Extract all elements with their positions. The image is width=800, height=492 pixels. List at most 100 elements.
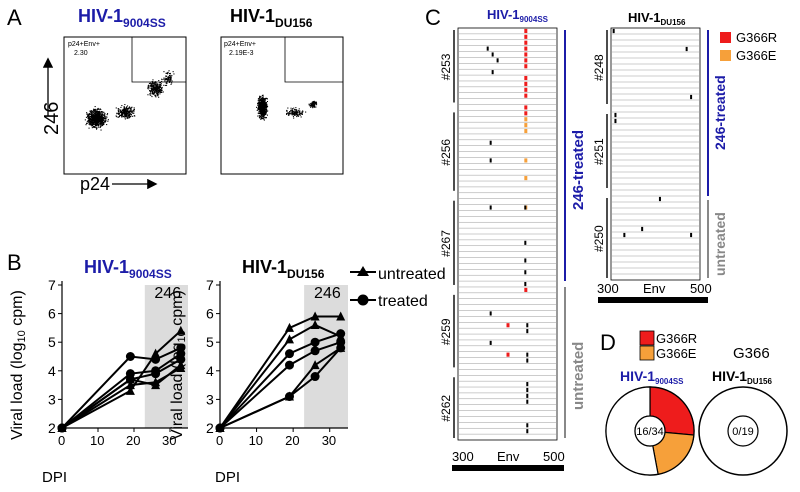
flow-dot	[292, 108, 294, 110]
flow-dot	[312, 103, 314, 105]
flow-dot	[126, 106, 128, 108]
flow-dot	[126, 116, 128, 118]
flow-dot	[91, 111, 93, 113]
animal-id: #251	[592, 138, 606, 165]
flow-dot	[313, 106, 315, 108]
mutation-mark	[526, 352, 529, 357]
flow-dot	[96, 120, 98, 122]
flow-dot	[312, 107, 314, 109]
flow-dot	[99, 120, 101, 122]
flow-dot	[117, 108, 119, 110]
flow-dot	[262, 100, 264, 102]
flow-dot	[313, 102, 315, 104]
flow-dot	[153, 93, 155, 95]
flow-dot	[291, 112, 293, 114]
flow-dot	[147, 85, 149, 87]
flow-dot	[121, 110, 123, 112]
flow-dot	[130, 109, 132, 111]
flow-dot	[97, 123, 99, 125]
series-line-treated	[219, 347, 342, 429]
flow-dot	[298, 111, 300, 113]
flow-dot	[127, 115, 129, 117]
flow-dot	[91, 114, 93, 116]
flow-dot	[98, 124, 100, 126]
pie-legend-g366e-label: G366E	[656, 346, 697, 361]
flow-dot	[94, 126, 96, 128]
flow-dot	[96, 125, 98, 127]
animal-id: #248	[592, 54, 606, 81]
flow-dot	[152, 87, 154, 89]
flow-dot	[152, 79, 154, 81]
flow-dot	[101, 124, 103, 126]
flow-dot	[150, 82, 152, 84]
flow-dot	[160, 89, 162, 91]
flow-dot	[129, 113, 131, 115]
flow-dot	[297, 109, 299, 111]
flow-dot	[157, 95, 159, 97]
flow-dot	[264, 104, 266, 106]
flow-dot	[264, 111, 266, 113]
flow-dot	[166, 82, 168, 84]
flow-dot	[151, 86, 153, 88]
flow-dot	[96, 128, 98, 130]
pie-legend-g366r-label: G366R	[656, 331, 697, 346]
flow-dot	[129, 111, 131, 113]
flow-dot	[102, 121, 104, 123]
flow-dot	[258, 107, 260, 109]
flow-dot	[152, 83, 154, 85]
flow-dot	[286, 112, 288, 114]
flow-dot	[262, 108, 264, 110]
flow-dot	[264, 105, 266, 107]
flow-dot	[149, 89, 151, 91]
flow-dot	[102, 123, 104, 125]
flow-dot	[93, 123, 95, 125]
flow-dot	[94, 117, 96, 119]
flow-dot	[259, 100, 261, 102]
flow-dot	[261, 102, 263, 104]
flow-dot	[121, 115, 123, 117]
flow-dot	[96, 122, 98, 124]
flow-dot	[104, 112, 106, 114]
flow-dot	[267, 110, 269, 112]
flow-dot	[127, 105, 129, 107]
treated-point	[284, 360, 294, 370]
flow-dot	[93, 123, 95, 125]
flow-dot	[99, 118, 101, 120]
flow-dot	[95, 110, 97, 112]
flow-dot	[257, 99, 259, 101]
flow-dot	[94, 118, 96, 120]
chart-b-left-xlabel: DPI	[42, 469, 67, 486]
flow-dot	[160, 91, 162, 93]
mutation-mark	[524, 111, 528, 116]
pie-center	[634, 415, 666, 447]
flow-dot	[265, 98, 267, 100]
right-axis-start: 300	[597, 281, 619, 296]
flow-dot	[132, 109, 134, 111]
flow-dot	[93, 115, 95, 117]
series-line-treated	[61, 347, 182, 429]
flow-dot	[296, 109, 298, 111]
flow-dot	[152, 91, 154, 93]
flow-dot	[259, 117, 261, 119]
flow-dot	[256, 106, 258, 108]
flow-dot	[122, 115, 124, 117]
flow-dot	[265, 97, 267, 99]
animal-id: #267	[439, 230, 453, 257]
flow-dot	[154, 87, 156, 89]
flow-dot	[296, 111, 298, 113]
flow-dot	[265, 104, 267, 106]
flow-dot	[299, 113, 301, 115]
flow-dot	[129, 112, 131, 114]
flow-dot	[152, 86, 154, 88]
flow-dot	[100, 117, 102, 119]
flow-dot	[312, 105, 314, 107]
flow-dot	[292, 112, 294, 114]
flow-dot	[94, 118, 96, 120]
flow-dot	[264, 106, 266, 108]
flow-dot	[261, 117, 263, 119]
flow-dot	[148, 85, 150, 87]
flow-dot	[118, 108, 120, 110]
flow-dot	[262, 113, 264, 115]
flow-dot	[155, 89, 157, 91]
treated-point	[151, 369, 161, 379]
